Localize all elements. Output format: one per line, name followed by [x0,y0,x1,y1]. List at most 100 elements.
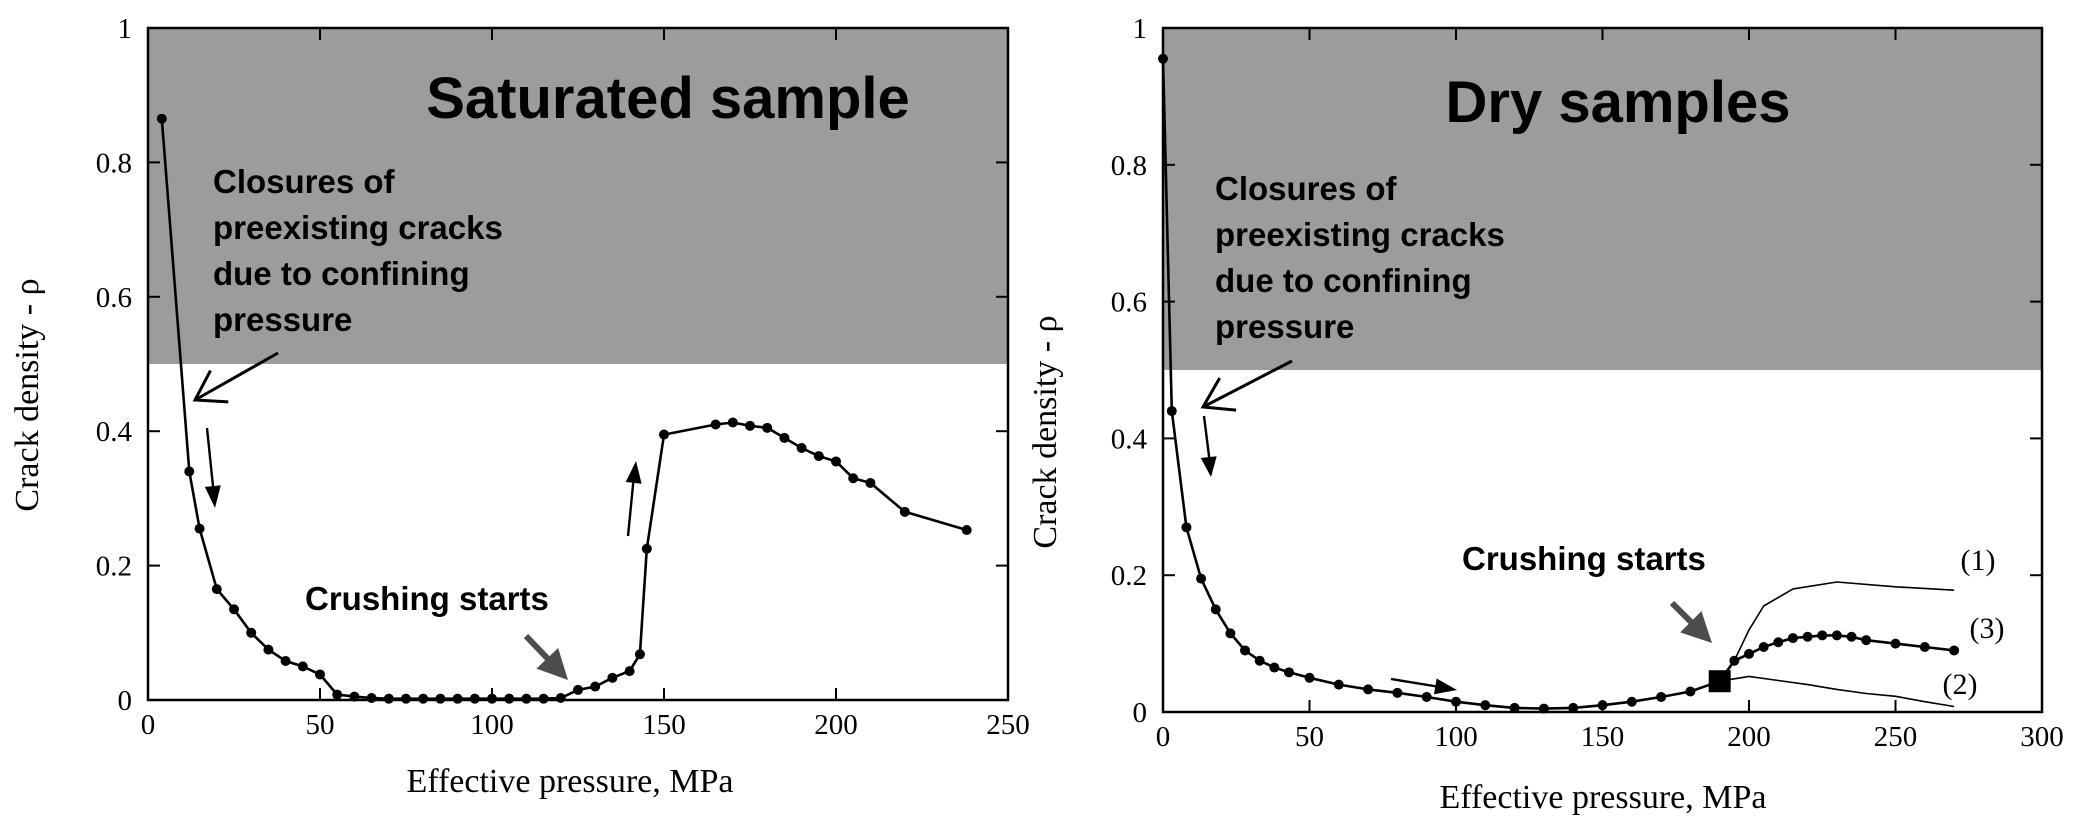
y-tick-label: 1 [118,13,133,45]
data-point [1919,642,1930,653]
data-point [538,693,549,704]
data-point [1802,631,1813,642]
data-point [332,689,343,700]
series-line-3 [1718,634,1955,682]
data-point [504,693,515,704]
data-point [366,692,377,703]
plot-frame [146,26,1010,702]
data-point [487,693,497,704]
closure-annotation-line: pressure [1215,308,1354,345]
x-tick-label: 200 [814,709,858,741]
x-axis-label: Effective pressure, MPa [407,763,734,800]
x-tick-label: 50 [306,709,335,741]
data-point [813,451,824,462]
data-point [727,417,738,428]
data-point [796,443,807,453]
data-point [1729,655,1740,666]
data-point [762,422,773,433]
data-point [156,113,167,124]
x-tick-label: 0 [1156,721,1171,753]
data-point [280,656,291,667]
data-point [194,523,205,534]
data-point [607,672,618,683]
x-tick-label: 250 [1874,721,1918,753]
data-point [1538,703,1549,714]
crushing-arrow-shaft [523,633,552,663]
x-tick-label: 300 [2020,721,2064,753]
crushing-arrow-head [536,647,568,680]
y-tick-label: 0 [118,685,133,717]
data-point [229,604,239,615]
data-point [435,693,446,704]
curve-label: (2) [1943,668,1978,701]
curve-label: (3) [1970,612,2005,645]
y-axis-label: Crack density - ρ [1027,315,1064,548]
data-point [865,477,876,488]
data-point [1166,406,1177,417]
x-tick-label: 250 [986,709,1030,741]
data-point [1568,702,1579,713]
closure-arrow-shaft [194,351,279,402]
x-tick-label: 150 [1581,721,1625,753]
closure-annotation-line: Closures of [213,163,396,200]
series-line-1 [1719,581,1955,682]
data-point [211,584,222,595]
closure-arrow-head [192,369,229,404]
data-point [1831,630,1842,641]
data-point [418,693,429,704]
data-point [1773,637,1784,648]
shaded-region [148,28,1008,364]
crushing-start-marker [1708,670,1731,693]
data-point [899,506,910,517]
data-point [1283,667,1294,678]
data-point [297,661,308,672]
x-tick-label: 100 [1434,721,1478,753]
chart-title: Dry samples [1446,70,1791,135]
data-point [1949,645,1960,656]
data-point [710,419,721,430]
y-tick-label: 0.8 [96,147,132,179]
series-line-2 [1719,675,1955,708]
data-point [624,666,635,677]
data-point [1846,631,1857,642]
data-point [1817,630,1828,641]
y-tick-label: 0.4 [1111,423,1148,455]
x-tick-label: 100 [470,709,514,741]
down-arrow-shaft [205,427,216,497]
closure-annotation-line: preexisting cracks [1215,216,1505,253]
data-point [1269,662,1280,673]
x-axis-label: Effective pressure, MPa [1440,779,1767,816]
data-point [1787,633,1798,644]
data-point [1890,638,1901,649]
x-tick-label: 0 [141,709,156,741]
chart-saturated-sample: 0 50 100 150 200 250 0 0.2 0.4 0.6 0.8 1 Effective p… [9,13,1030,800]
y-tick-label: 1 [1133,13,1148,45]
data-point [1158,53,1168,64]
x-tick-label: 50 [1295,721,1324,753]
data-point [1363,684,1374,695]
crushing-arrow-shaft [1669,600,1696,627]
data-point [1626,696,1637,707]
data-point [1196,573,1207,584]
right-arrow-shaft [1390,677,1441,689]
data-point [1509,702,1520,713]
data-point [315,669,325,680]
shaded-region [1163,28,2042,370]
data-point [184,466,195,477]
closure-annotation-line: due to confining [213,255,470,292]
data-point [1181,522,1192,533]
data-point [1685,686,1696,697]
data-point [590,681,601,692]
data-point [1392,687,1403,698]
data-point [1210,604,1221,615]
data-point [555,692,566,703]
data-point [349,691,360,702]
data-point [469,693,480,704]
curve-label: (1) [1961,544,1996,577]
data-point [246,627,257,638]
data-point [1744,648,1754,659]
y-tick-label: 0.6 [1111,287,1147,319]
data-point [1451,696,1461,707]
data-point [452,693,463,704]
